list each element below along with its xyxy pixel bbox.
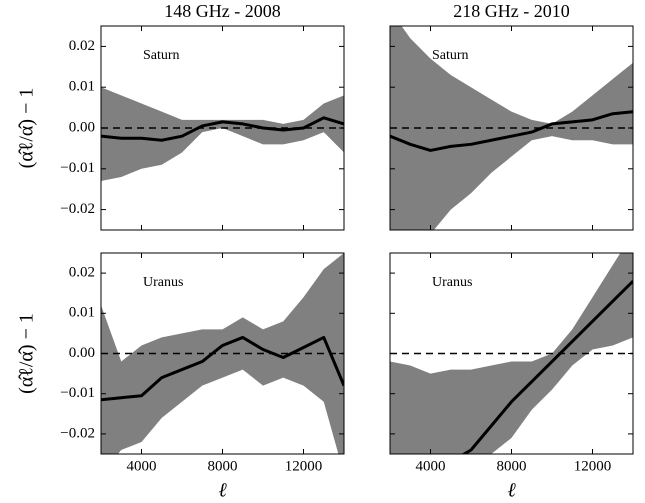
y-tick-label: 0.01 — [69, 79, 95, 95]
y-tick-label: −0.02 — [60, 201, 95, 217]
plot-area — [101, 87, 344, 182]
plot-area — [390, 26, 633, 230]
y-tick-label: −0.01 — [60, 160, 95, 176]
y-tick-label: −0.01 — [60, 385, 95, 401]
y-tick-label: 0.00 — [69, 345, 95, 361]
line — [461, 280, 633, 454]
x-axis-label: ℓ — [218, 480, 227, 502]
y-tick-label: 0.02 — [69, 38, 95, 54]
x-tick-label: 12000 — [285, 458, 323, 474]
plot-area — [390, 253, 633, 454]
annotation: Uranus — [143, 275, 183, 290]
y-axis-label: (α̂ℓ/α̂) − 1 — [16, 313, 38, 394]
y-tick-label: 0.01 — [69, 305, 95, 321]
x-tick-label: 12000 — [574, 458, 612, 474]
error-band — [390, 253, 633, 454]
y-axis-label: (α̂ℓ/α̂) − 1 — [16, 88, 38, 169]
annotation: Saturn — [432, 48, 469, 63]
x-tick-label: 8000 — [497, 458, 527, 474]
annotation: Uranus — [432, 275, 472, 290]
line — [390, 110, 633, 152]
error-band — [390, 26, 633, 230]
x-tick-label: 4000 — [416, 458, 446, 474]
plot-area — [101, 253, 344, 454]
x-tick-label: 8000 — [208, 458, 238, 474]
line — [101, 335, 344, 402]
y-tick-label: −0.02 — [60, 425, 95, 441]
panel-title: 218 GHz - 2010 — [453, 1, 569, 21]
error-band — [101, 87, 344, 182]
x-tick-label: 4000 — [127, 458, 157, 474]
line — [101, 116, 344, 142]
panel-title: 148 GHz - 2008 — [164, 1, 280, 21]
error-band — [101, 253, 344, 454]
y-tick-label: 0.02 — [69, 265, 95, 281]
y-tick-label: 0.00 — [69, 119, 95, 135]
annotation: Saturn — [143, 48, 180, 63]
x-axis-label: ℓ — [507, 480, 516, 502]
